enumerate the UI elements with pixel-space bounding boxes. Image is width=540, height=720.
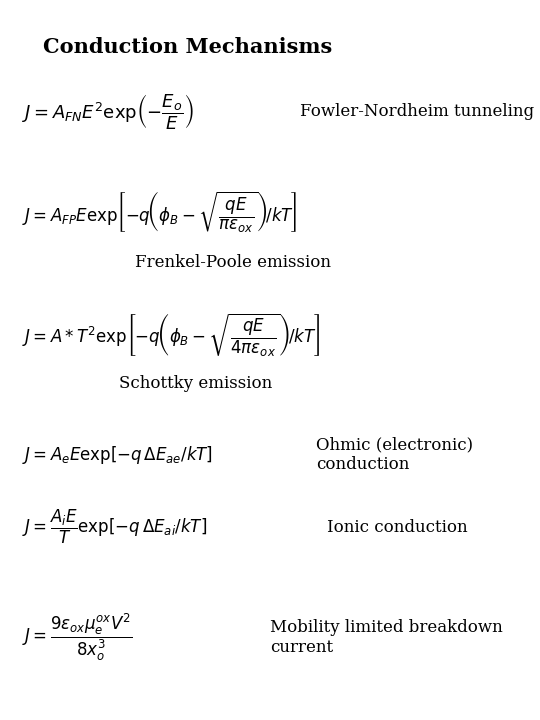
Text: $J = A_{FN}E^2 \exp\!\left(-\dfrac{E_o}{E}\right)$: $J = A_{FN}E^2 \exp\!\left(-\dfrac{E_o}{… [22, 92, 194, 131]
Text: $J = A_e E\exp[-q\,\Delta E_{ae}/kT]$: $J = A_e E\exp[-q\,\Delta E_{ae}/kT]$ [22, 444, 213, 466]
Text: Ionic conduction: Ionic conduction [327, 518, 467, 536]
Text: Conduction Mechanisms: Conduction Mechanisms [43, 37, 333, 57]
Text: Fowler-Nordheim tunneling: Fowler-Nordheim tunneling [300, 103, 534, 120]
Text: $J = A*T^2\exp\!\left[-q\!\left(\phi_B - \sqrt{\dfrac{qE}{4\pi\varepsilon_{ox}}}: $J = A*T^2\exp\!\left[-q\!\left(\phi_B -… [22, 311, 320, 359]
Text: Frenkel-Poole emission: Frenkel-Poole emission [135, 254, 331, 271]
Text: $J = \dfrac{A_i E}{T}\exp[-q\,\Delta E_{ai}/kT]$: $J = \dfrac{A_i E}{T}\exp[-q\,\Delta E_{… [22, 508, 207, 546]
Text: Mobility limited breakdown
current: Mobility limited breakdown current [270, 619, 503, 655]
Text: $J = \dfrac{9\varepsilon_{ox}\mu_e^{ox}V^2}{8x_o^3}$: $J = \dfrac{9\varepsilon_{ox}\mu_e^{ox}V… [22, 611, 132, 663]
Text: $J = A_{FP}E\exp\!\left[-q\!\left(\phi_B - \sqrt{\dfrac{qE}{\pi\varepsilon_{ox}}: $J = A_{FP}E\exp\!\left[-q\!\left(\phi_B… [22, 189, 297, 235]
Text: Ohmic (electronic)
conduction: Ohmic (electronic) conduction [316, 437, 473, 473]
Text: Schottky emission: Schottky emission [119, 374, 272, 392]
